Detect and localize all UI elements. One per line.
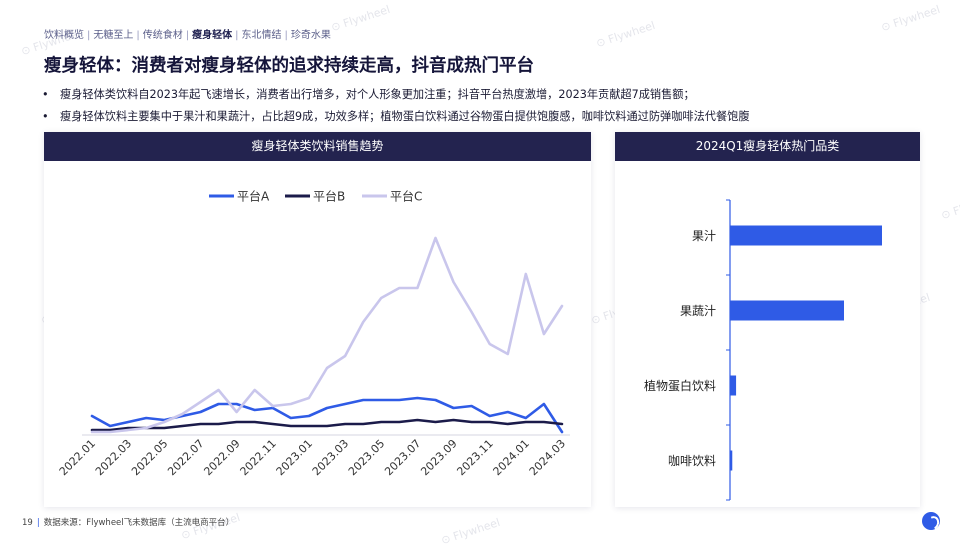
breadcrumb-separator: | — [284, 30, 288, 41]
x-tick-label: 2022.03 — [93, 437, 134, 478]
breadcrumb-item[interactable]: 无糖至上 — [93, 30, 134, 41]
x-tick-label: 2024.01 — [491, 437, 532, 478]
x-tick-label: 2022.05 — [129, 437, 170, 478]
category-label: 果蔬汁 — [680, 304, 716, 318]
watermark-logo: ⊙ Flywheel — [939, 190, 960, 223]
x-tick-label: 2022.09 — [201, 437, 242, 478]
bullet-text: 瘦身轻体饮料主要集中于果汁和果蔬汁，占比超9成，功效多样；植物蛋白饮料通过谷物蛋… — [60, 110, 750, 123]
breadcrumb-item[interactable]: 珍奇水果 — [290, 30, 331, 41]
x-tick-label: 2023.03 — [310, 437, 351, 478]
flywheel-logo-icon — [922, 512, 940, 530]
watermark-logo: ⊙ Flywheel — [329, 2, 392, 35]
category-label: 果汁 — [692, 229, 716, 243]
x-tick-label: 2023.11 — [454, 437, 495, 478]
x-tick-label: 2023.07 — [382, 437, 423, 478]
x-tick-label: 2022.07 — [165, 437, 206, 478]
bullet-item: • 瘦身轻体类饮料自2023年起飞速增长，消费者出行增多，对个人形象更加注重；抖… — [42, 86, 750, 108]
category-label: 植物蛋白饮料 — [644, 378, 716, 393]
data-source: 数据来源：Flywheel飞未数据库（主流电商平台） — [43, 518, 235, 528]
x-tick-label: 2022.01 — [57, 437, 98, 478]
x-tick-label: 2024.03 — [527, 437, 568, 478]
bullet-list: • 瘦身轻体类饮料自2023年起飞速增长，消费者出行增多，对个人形象更加注重；抖… — [42, 86, 750, 130]
watermark-logo: ⊙ Flywheel — [439, 515, 502, 547]
bullet-dot: • — [42, 88, 49, 101]
top-categories-panel: 果汁果蔬汁植物蛋白饮料咖啡饮料 2024Q1瘦身轻体热门品类 — [615, 132, 920, 507]
breadcrumb-separator: | — [235, 30, 239, 41]
bar-果汁 — [730, 225, 882, 246]
bullet-text: 瘦身轻体类饮料自2023年起飞速增长，消费者出行增多，对个人形象更加注重；抖音平… — [60, 88, 695, 101]
x-tick-label: 2022.11 — [238, 437, 279, 478]
legend-label: 平台A — [237, 189, 270, 204]
category-label: 咖啡饮料 — [668, 453, 716, 468]
legend-label: 平台C — [390, 189, 422, 204]
sales-trend-panel: 平台A 平台B 平台C 2022.01 2022.03 2022.05 2022.07 202… — [44, 132, 591, 507]
breadcrumb-item[interactable]: 瘦身轻体 — [192, 30, 233, 41]
breadcrumb-item[interactable]: 东北情结 — [241, 30, 282, 41]
series-line-平台C — [90, 236, 564, 434]
legend-label: 平台B — [313, 189, 345, 204]
watermark-logo: ⊙ Flywheel — [879, 2, 942, 35]
bullet-dot: • — [42, 110, 49, 123]
breadcrumb-separator: | — [87, 30, 91, 41]
breadcrumb-separator: | — [185, 30, 190, 41]
sales-trend-chart: 平台A 平台B 平台C2022.012022.032022.052022.07202… — [57, 189, 570, 478]
series-line-平台B — [90, 418, 564, 432]
x-tick-label: 2023.01 — [274, 437, 315, 478]
x-tick-label: 2023.09 — [418, 437, 459, 478]
footer: 19 | 数据来源：Flywheel飞未数据库（主流电商平台） — [22, 518, 235, 528]
bar-果蔬汁 — [730, 300, 844, 321]
top-categories-title: 2024Q1瘦身轻体热门品类 — [615, 132, 920, 161]
watermark-logo: ⊙ Flywheel — [594, 18, 657, 51]
bar-植物蛋白饮料 — [730, 375, 737, 396]
breadcrumb-item[interactable]: 传统食材 — [142, 30, 183, 41]
page-number: 19 — [22, 518, 33, 528]
x-tick-label: 2023.05 — [346, 437, 387, 478]
breadcrumb-item[interactable]: 饮料概览 — [44, 30, 84, 41]
breadcrumb-separator: | — [136, 30, 140, 41]
bar-咖啡饮料 — [730, 450, 733, 471]
page-title: 瘦身轻体：消费者对瘦身轻体的追求持续走高，抖音成热门平台 — [44, 56, 534, 76]
bullet-item: • 瘦身轻体饮料主要集中于果汁和果蔬汁，占比超9成，功效多样；植物蛋白饮料通过谷… — [42, 108, 750, 130]
sales-trend-title: 瘦身轻体类饮料销售趋势 — [44, 132, 591, 161]
breadcrumb: 饮料概览 | 无糖至上 | 传统食材 | 瘦身轻体 | 东北情结 | 珍奇水果 — [44, 26, 331, 41]
